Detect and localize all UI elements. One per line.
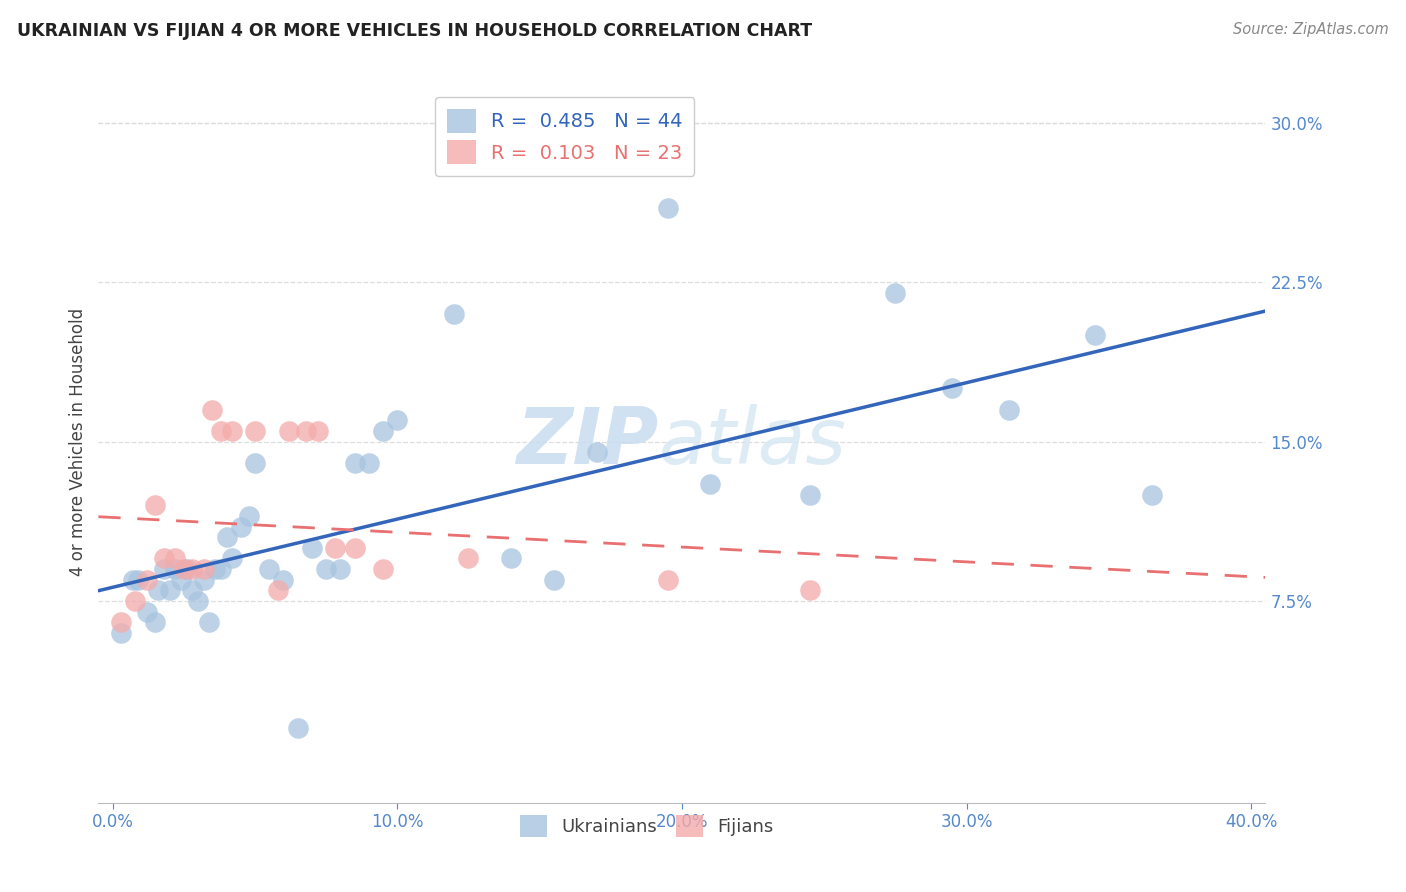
Point [193, 562, 215, 576]
Point [287, 722, 309, 736]
Point [187, 594, 209, 608]
Point [543, 573, 565, 587]
Point [176, 562, 198, 576]
Point [998, 402, 1021, 417]
Point [153, 551, 176, 566]
Point [170, 573, 193, 587]
Point [799, 488, 821, 502]
Point [501, 551, 523, 566]
Legend: Ukrainians, Fijians: Ukrainians, Fijians [513, 808, 780, 845]
Point [443, 307, 465, 321]
Point [301, 541, 323, 555]
Point [585, 445, 607, 459]
Point [159, 583, 181, 598]
Point [135, 605, 157, 619]
Point [209, 424, 232, 438]
Point [257, 562, 280, 576]
Point [307, 424, 329, 438]
Point [135, 573, 157, 587]
Point [124, 594, 146, 608]
Point [343, 541, 366, 555]
Point [198, 615, 221, 630]
Point [110, 615, 132, 630]
Point [143, 498, 166, 512]
Point [343, 456, 366, 470]
Point [699, 477, 721, 491]
Y-axis label: 4 or more Vehicles in Household: 4 or more Vehicles in Household [69, 308, 87, 575]
Point [238, 508, 260, 523]
Point [273, 573, 295, 587]
Point [165, 562, 187, 576]
Text: UKRAINIAN VS FIJIAN 4 OR MORE VEHICLES IN HOUSEHOLD CORRELATION CHART: UKRAINIAN VS FIJIAN 4 OR MORE VEHICLES I… [17, 22, 813, 40]
Point [941, 381, 963, 395]
Point [209, 562, 232, 576]
Point [215, 530, 238, 544]
Point [173, 562, 195, 576]
Point [267, 583, 290, 598]
Point [657, 573, 679, 587]
Point [229, 519, 252, 533]
Point [278, 424, 301, 438]
Text: ZIP: ZIP [516, 403, 658, 480]
Point [193, 573, 215, 587]
Text: atlas: atlas [658, 403, 846, 480]
Point [153, 562, 176, 576]
Point [323, 541, 346, 555]
Point [110, 625, 132, 640]
Point [165, 551, 187, 566]
Point [201, 402, 224, 417]
Point [884, 285, 907, 300]
Text: Source: ZipAtlas.com: Source: ZipAtlas.com [1233, 22, 1389, 37]
Point [121, 573, 143, 587]
Point [457, 551, 479, 566]
Point [295, 424, 318, 438]
Point [243, 424, 266, 438]
Point [315, 562, 337, 576]
Point [148, 583, 170, 598]
Point [657, 201, 679, 215]
Point [371, 424, 394, 438]
Point [357, 456, 380, 470]
Point [243, 456, 266, 470]
Point [1140, 488, 1163, 502]
Point [127, 573, 149, 587]
Point [181, 583, 204, 598]
Point [143, 615, 166, 630]
Point [181, 562, 204, 576]
Point [799, 583, 821, 598]
Point [387, 413, 409, 427]
Point [371, 562, 394, 576]
Point [221, 551, 243, 566]
Point [329, 562, 352, 576]
Point [1084, 328, 1107, 343]
Point [221, 424, 243, 438]
Point [204, 562, 226, 576]
